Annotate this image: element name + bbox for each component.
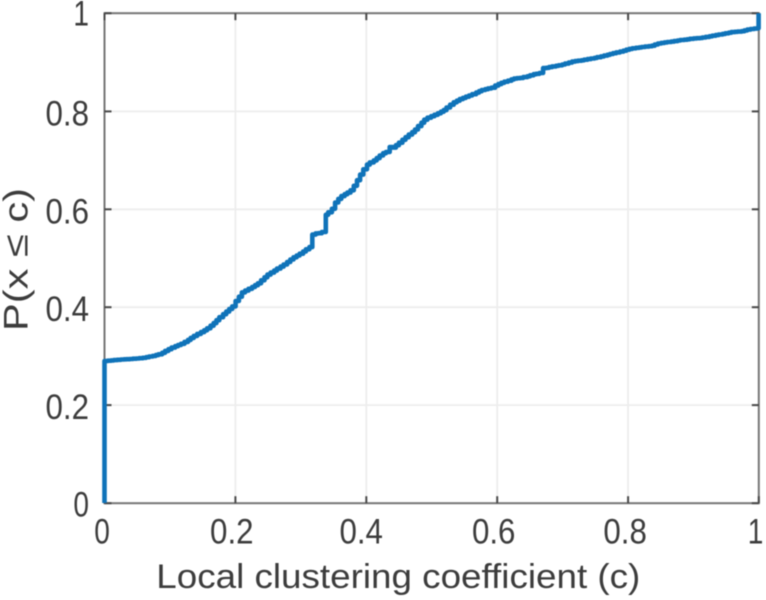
svg-text:1: 1: [748, 513, 764, 552]
svg-text:0.4: 0.4: [339, 513, 383, 552]
svg-text:0.6: 0.6: [472, 513, 516, 552]
svg-text:0.2: 0.2: [210, 513, 254, 552]
svg-text:0: 0: [94, 513, 110, 552]
svg-text:0.8: 0.8: [46, 94, 90, 133]
svg-text:0.8: 0.8: [603, 513, 647, 552]
svg-text:0.4: 0.4: [46, 290, 90, 329]
svg-text:0.2: 0.2: [46, 388, 90, 427]
svg-text:0: 0: [73, 485, 89, 524]
svg-text:0.6: 0.6: [46, 192, 90, 231]
svg-text:Local clustering coefficient (: Local clustering coefficient (c): [156, 558, 640, 596]
svg-text:1: 1: [73, 0, 89, 34]
svg-text:P(x ≤ c): P(x ≤ c): [0, 188, 36, 331]
